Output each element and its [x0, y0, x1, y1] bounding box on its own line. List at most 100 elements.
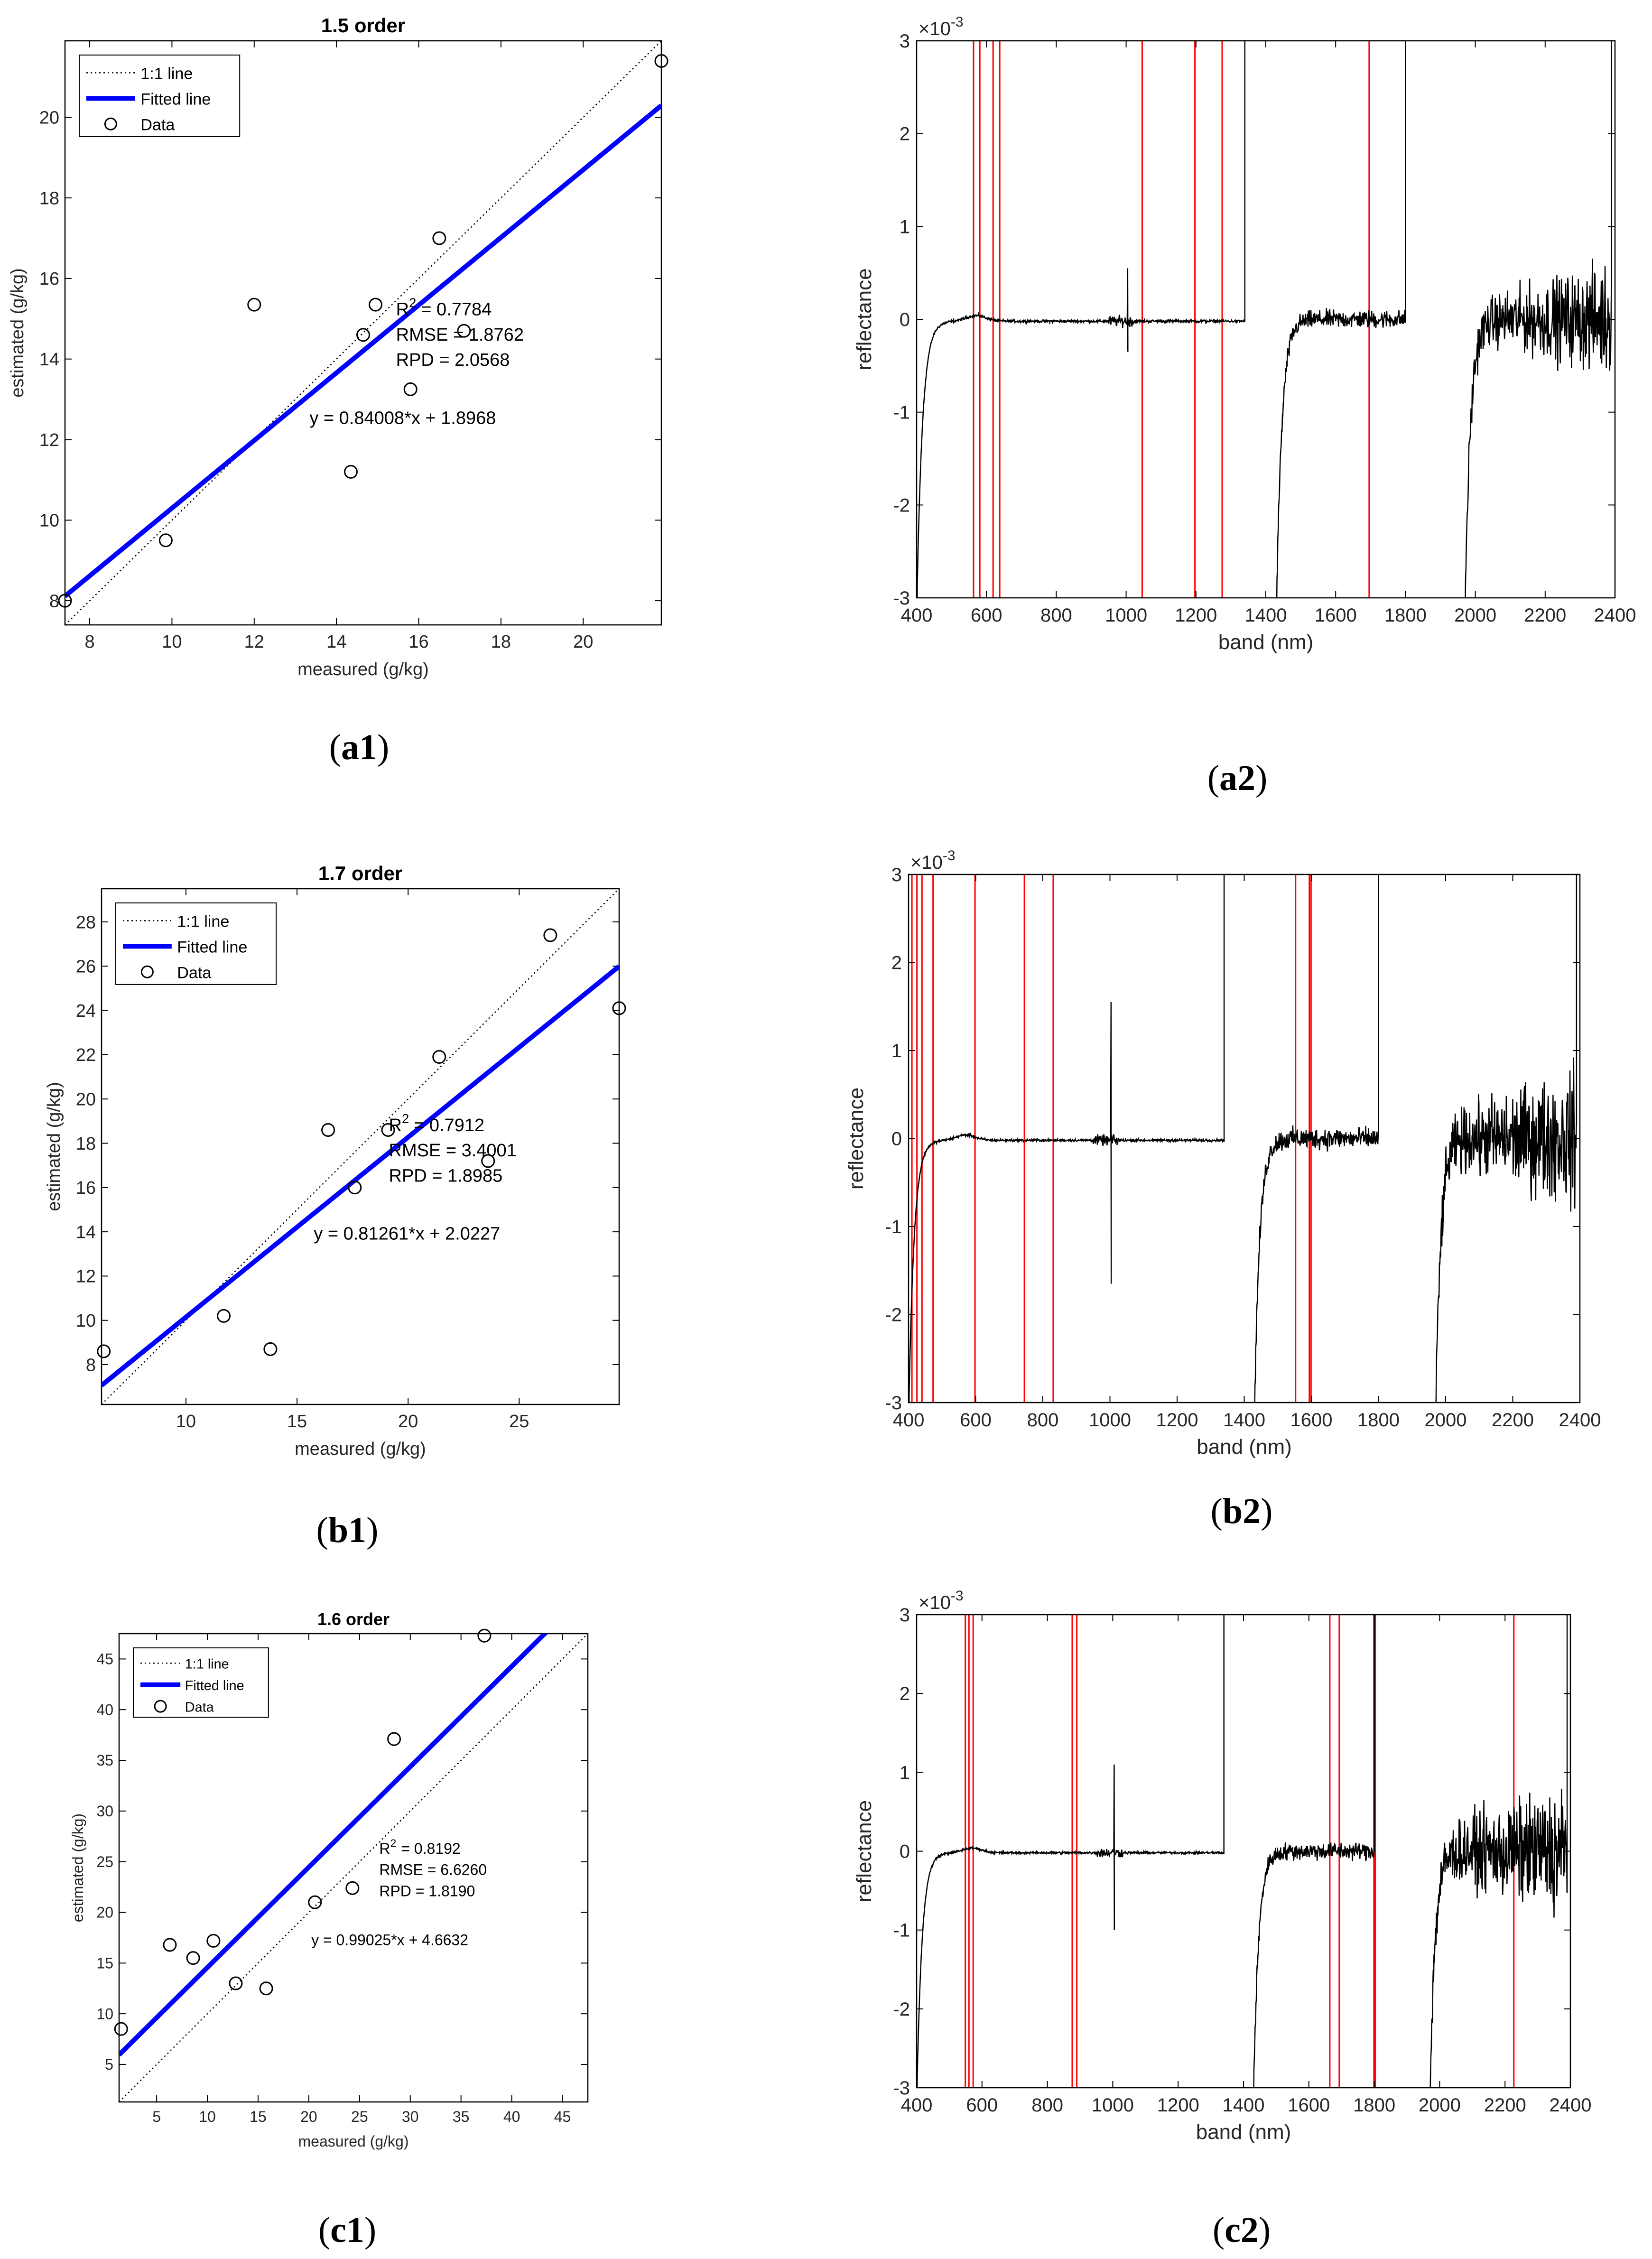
y-tick-label: -2	[893, 495, 910, 516]
x-tick-label: 14	[326, 632, 346, 652]
y-tick-label: 12	[39, 430, 59, 450]
data-point	[432, 1050, 446, 1064]
data-point	[58, 594, 72, 608]
x-tick-label: 10	[162, 632, 182, 652]
y-tick-label: 20	[76, 1089, 96, 1109]
x-tick-label: 1200	[1175, 605, 1217, 626]
x-tick-label: 1400	[1245, 605, 1287, 626]
x-tick-label: 10	[199, 2108, 216, 2125]
spectrum-line	[1435, 874, 1578, 1403]
y-tick-label: 2	[900, 124, 910, 145]
legend-label: Fitted line	[185, 1678, 244, 1693]
x-tick-label: 400	[901, 2095, 933, 2116]
y-tick-label: 18	[76, 1134, 96, 1154]
panel-caption-b1: (b1)	[316, 1510, 379, 1550]
y-tick-label: 14	[39, 350, 59, 370]
x-tick-label: 2200	[1524, 605, 1566, 626]
x-tick-label: 800	[1027, 1410, 1059, 1431]
rpd-annotation: RPD = 1.8190	[379, 1882, 475, 1899]
x-tick-label: 400	[893, 1410, 925, 1431]
x-tick-label: 1400	[1223, 2095, 1265, 2116]
y-tick-label: 20	[96, 1904, 113, 1921]
data-point	[114, 2022, 128, 2036]
x-tick-label: 1000	[1092, 2095, 1134, 2116]
y-tick-label: 24	[76, 1001, 96, 1021]
data-point	[321, 1123, 335, 1137]
x-tick-label: 1600	[1288, 2095, 1330, 2116]
legend-swatch-data	[104, 117, 117, 130]
legend-swatch-data	[154, 1700, 167, 1713]
y-tick-label: 14	[76, 1222, 96, 1242]
x-tick-label: 1400	[1223, 1410, 1265, 1431]
chart-b2: 400 600 800 1000 1200 1400 1600 1800 2000 2200 240…	[845, 848, 1601, 1459]
legend-label: 1:1 line	[185, 1656, 229, 1672]
data-point	[348, 1181, 362, 1195]
panel-caption-a1: (a1)	[329, 727, 390, 767]
x-tick-label: 2400	[1594, 605, 1636, 626]
legend-label: Data	[185, 1700, 214, 1715]
y-axis-label: reflectance	[853, 268, 876, 370]
panel-caption-c2: (c2)	[1213, 2210, 1271, 2250]
data-point	[247, 297, 261, 312]
legend-label: Data	[140, 116, 175, 134]
y-tick-label: 2	[891, 953, 902, 974]
y-tick-label: -3	[893, 588, 910, 609]
x-tick-label: 400	[901, 605, 933, 626]
x-tick-label: 5	[152, 2108, 161, 2125]
y-tick-label: 16	[76, 1178, 96, 1198]
panel-caption-b2: (b2)	[1211, 1491, 1273, 1531]
spectrum-line	[917, 1615, 1225, 2088]
x-tick-label: 12	[244, 632, 264, 652]
x-tick-label: 45	[554, 2108, 571, 2125]
x-tick-label: 1000	[1089, 1410, 1131, 1431]
rmse-annotation: RMSE = 6.6260	[379, 1861, 487, 1878]
data-point	[381, 1123, 395, 1137]
x-tick-label: 8	[84, 632, 94, 652]
y-tick-label: 15	[96, 1955, 113, 1972]
y-axis-label: reflectance	[853, 1800, 876, 1902]
y-tick-label: 40	[96, 1701, 113, 1718]
spectrum-line	[909, 874, 1225, 1403]
y-tick-label: 25	[96, 1853, 113, 1870]
axis-exponent: ×10-3	[919, 1588, 964, 1613]
rmse-annotation: RMSE = 1.8762	[396, 325, 524, 345]
one-to-one-line	[119, 1634, 588, 2102]
chart-title: 1.6 order	[317, 1609, 390, 1629]
chart-c2: 400 600 800 1000 1200 1400 1600 1800 2000 2200 240…	[853, 1588, 1591, 2144]
y-tick-label: 45	[96, 1651, 113, 1668]
x-tick-label: 800	[1040, 605, 1072, 626]
legend-box	[115, 902, 277, 985]
y-axis-label: estimated (g/kg)	[69, 1813, 86, 1922]
legend: 1:1 line Fitted line Data	[133, 1647, 269, 1718]
x-tick-label: 15	[287, 1412, 307, 1432]
x-tick-label: 1600	[1315, 605, 1357, 626]
y-axis-label: estimated (g/kg)	[8, 268, 28, 397]
data-point	[206, 1934, 221, 1948]
x-tick-label: 1800	[1353, 2095, 1395, 2116]
x-tick-label: 2000	[1425, 1410, 1467, 1431]
fitted-line	[119, 1634, 548, 2057]
data-point	[163, 1938, 177, 1952]
x-tick-label: 1200	[1157, 2095, 1199, 2116]
data-point	[217, 1309, 231, 1323]
panel-caption-c1: (c1)	[318, 2210, 376, 2250]
legend-box	[79, 55, 241, 137]
data-point	[97, 1344, 111, 1358]
axis-exponent: ×10-3	[910, 848, 956, 873]
chart-title: 1.5 order	[321, 14, 405, 37]
x-tick-label: 1000	[1105, 605, 1147, 626]
x-tick-label: 20	[398, 1412, 418, 1432]
spectrum-line	[1276, 41, 1406, 598]
y-tick-label: 0	[900, 1841, 910, 1862]
y-tick-label: -3	[885, 1393, 902, 1413]
x-tick-label: 15	[250, 2108, 267, 2125]
legend-swatch-data	[140, 965, 154, 978]
data-point	[308, 1895, 322, 1909]
x-tick-label: 25	[351, 2108, 368, 2125]
data-point	[186, 1951, 200, 1965]
x-tick-label: 2200	[1492, 1410, 1534, 1431]
chart-c1: 5 10 15 20 25 30 35 40 45 5 10 15 20 25 30 35 40 45 1.6 or…	[69, 1609, 589, 2150]
legend-label: 1:1 line	[177, 913, 229, 931]
spectrum-line	[917, 41, 1246, 598]
data-point	[403, 382, 418, 396]
